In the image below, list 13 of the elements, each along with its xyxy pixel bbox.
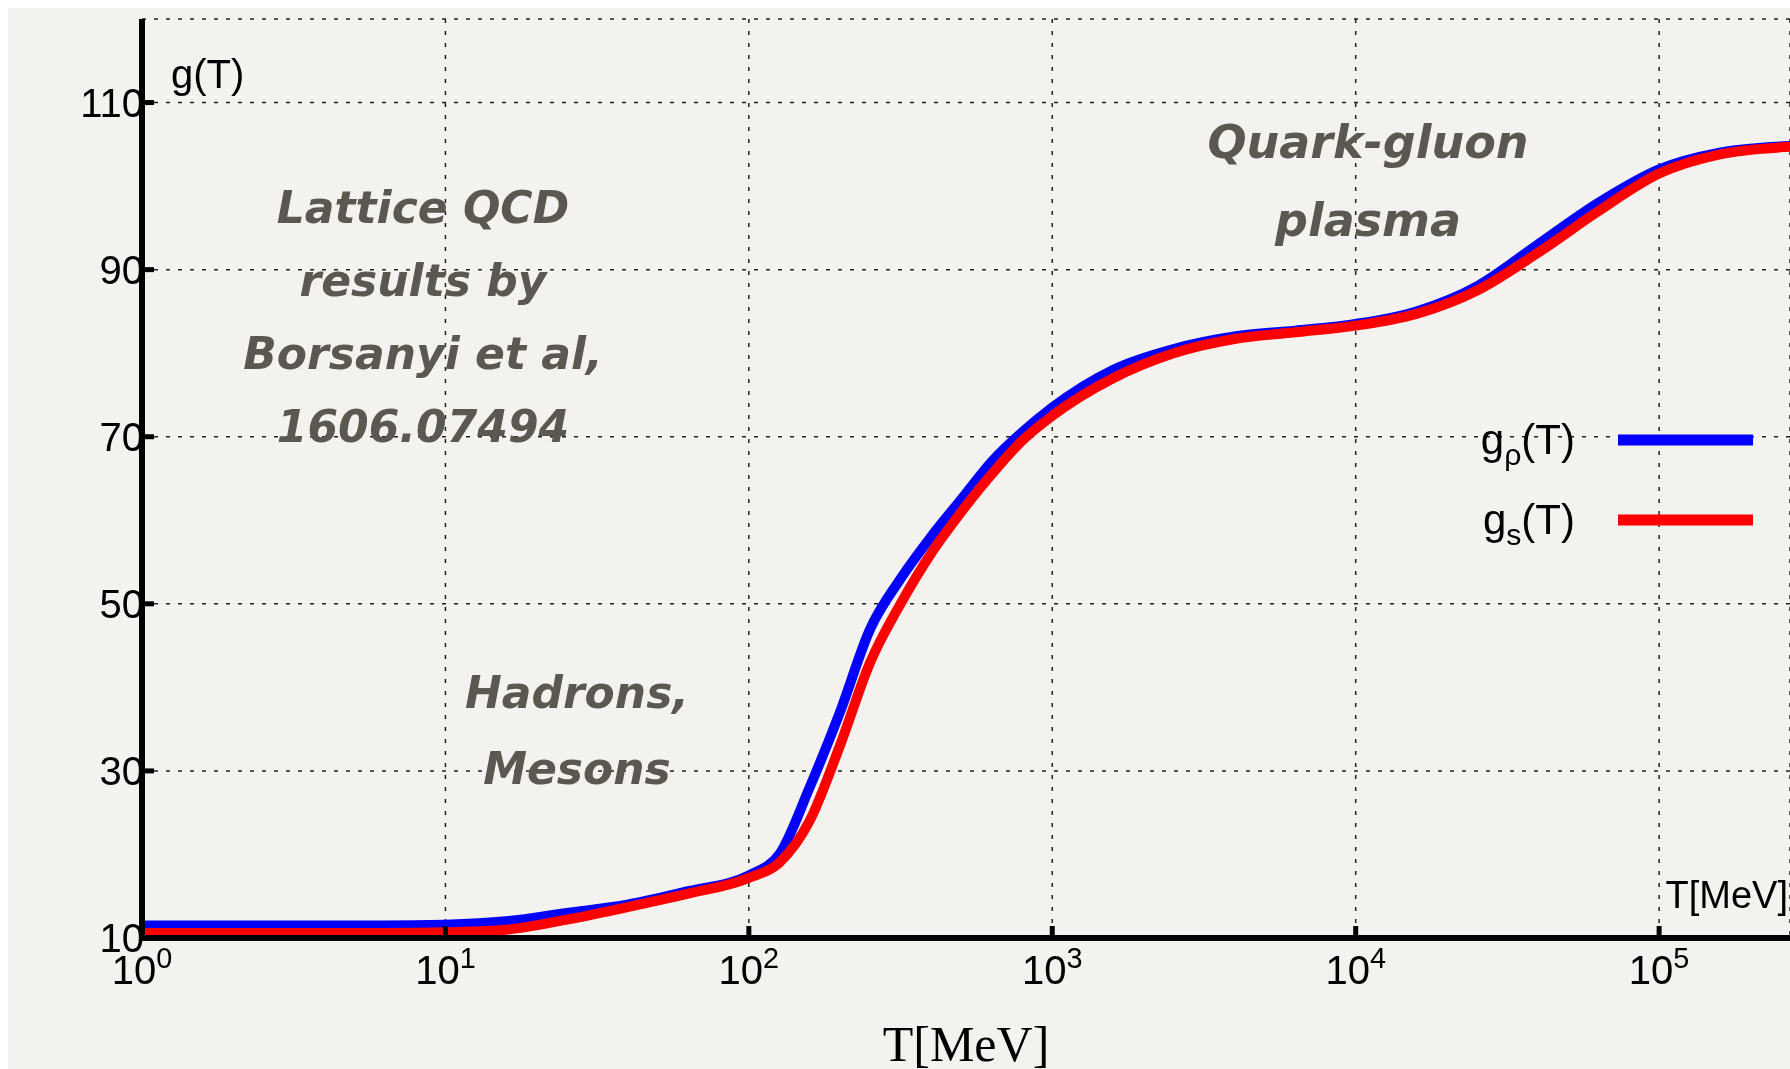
x-tick-label: 10$^{4}$ bbox=[1325, 942, 1386, 992]
x-tick-label: 10$^{5}$ bbox=[1628, 942, 1690, 992]
x-tick-label: 10$^{1}$ bbox=[415, 942, 476, 992]
y-axis-title: g(T) bbox=[171, 52, 245, 96]
legend-label: g$_{s}$(T) bbox=[1482, 496, 1575, 551]
x-tick-label: 10$^{2}$ bbox=[718, 942, 780, 992]
legend-label: g$_{ρ}$(T) bbox=[1480, 416, 1575, 471]
annotation: Quark-gluon plasma bbox=[1207, 115, 1529, 247]
annotation: Hadrons, Mesons bbox=[464, 667, 690, 794]
x-axis-title: T[MeV] bbox=[882, 1016, 1050, 1069]
x-tick-label: 10$^{3}$ bbox=[1022, 942, 1083, 992]
annotation: Lattice QCD results by Borsanyi et al, 1606.07494 bbox=[243, 182, 603, 452]
annotation: T[MeV] bbox=[1665, 874, 1788, 916]
